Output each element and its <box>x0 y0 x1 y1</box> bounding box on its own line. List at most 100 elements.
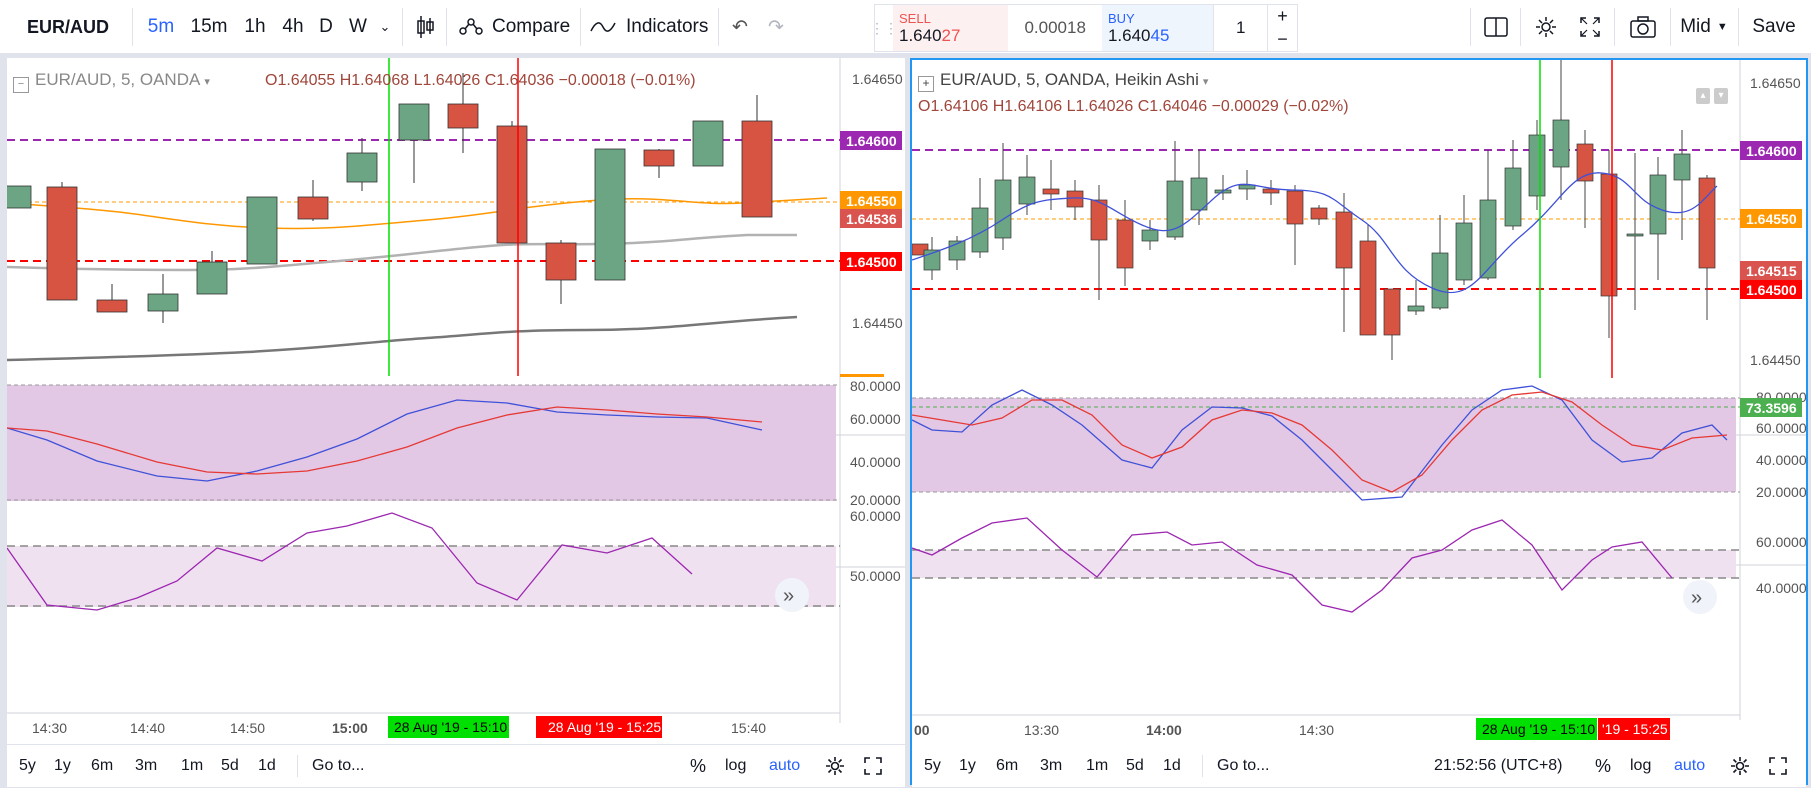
interval-d[interactable]: D <box>319 16 333 37</box>
candle <box>496 125 528 244</box>
interval-5m[interactable]: 5m <box>147 16 175 37</box>
range-1d[interactable]: 1d <box>258 757 276 774</box>
moving-average-orange <box>7 197 828 230</box>
left-chart-canvas[interactable]: 1.64650 1.64450 1.64600 1.64550 1.64536 1.645… <box>7 58 905 744</box>
auto-toggle[interactable]: auto <box>1674 757 1706 774</box>
candle <box>994 179 1012 239</box>
collapse-legend-icon[interactable]: − <box>13 77 29 93</box>
candle <box>1335 211 1353 269</box>
gear-icon[interactable] <box>1730 745 1750 787</box>
range-5y[interactable]: 5y <box>19 757 36 774</box>
log-toggle[interactable]: log <box>725 757 747 774</box>
candle <box>1359 240 1377 336</box>
indicators-button[interactable]: Indicators <box>626 16 709 37</box>
left-legend-title[interactable]: − EUR/AUD, 5, OANDA ▾ <box>13 70 210 93</box>
save-button[interactable]: Save <box>1752 16 1796 37</box>
oscillator-tick-label: 20.0000 <box>850 492 901 508</box>
time-tick-label: 14:00 <box>1146 722 1182 738</box>
scroll-to-realtime-button[interactable] <box>1683 580 1717 614</box>
maximize-icon[interactable] <box>863 745 883 787</box>
candle-style-icon[interactable] <box>410 0 440 54</box>
clock[interactable]: 21:52:56 (UTC+8) <box>1434 757 1563 774</box>
oscillator-tick-label: 60.0000 <box>850 508 901 524</box>
right-legend-title[interactable]: + EUR/AUD, 5, OANDA, Heikin Ashi ▾ <box>918 70 1208 92</box>
range-6m[interactable]: 6m <box>996 757 1019 774</box>
candle <box>1018 176 1036 205</box>
range-3m[interactable]: 3m <box>135 757 158 774</box>
quantity-plus-button[interactable]: + <box>1277 6 1288 26</box>
redo-icon[interactable]: ↷ <box>768 16 784 38</box>
scroll-to-realtime-button[interactable] <box>775 578 809 612</box>
range-5d[interactable]: 5d <box>1126 757 1144 774</box>
range-5y[interactable]: 5y <box>924 757 941 774</box>
oscillator-band <box>912 398 1736 492</box>
price-tag <box>840 252 902 271</box>
settings-icon[interactable] <box>1524 0 1568 54</box>
range-1m[interactable]: 1m <box>1086 757 1109 774</box>
time-tag-label: 28 Aug '19 - 15:10 <box>1482 721 1595 737</box>
symbol-search[interactable]: EUR/AUD <box>26 16 109 37</box>
camera-icon[interactable] <box>1620 0 1666 54</box>
sell-button[interactable]: SELL 1.64027 <box>893 5 1009 51</box>
range-1d[interactable]: 1d <box>1163 757 1181 774</box>
goto-date-button[interactable]: Go to... <box>312 757 365 774</box>
layout-name-dropdown[interactable]: Mid ▼ <box>1680 16 1728 37</box>
price-tick-label: 1.64650 <box>852 71 903 87</box>
layout-icon[interactable] <box>1476 0 1516 54</box>
gear-icon[interactable] <box>825 745 845 787</box>
pane-down-icon[interactable]: ▾ <box>1714 88 1728 104</box>
candle <box>1407 305 1425 312</box>
price-tag <box>840 209 902 228</box>
interval-dropdown-icon[interactable]: ⌄ <box>379 19 391 34</box>
percent-toggle[interactable]: % <box>690 755 707 776</box>
scroll-right-icon: » <box>1691 587 1702 609</box>
oscillator-band <box>7 385 836 501</box>
compare-button[interactable]: Compare <box>492 16 571 37</box>
indicators-icon[interactable] <box>588 0 618 54</box>
price-tag-label: 1.64515 <box>1746 263 1797 279</box>
candle <box>96 299 128 313</box>
moving-average-dark <box>7 315 798 362</box>
quantity-minus-button[interactable]: − <box>1277 29 1288 49</box>
time-tick-label: 15:40 <box>731 720 766 736</box>
percent-toggle[interactable]: % <box>1595 755 1612 776</box>
candle <box>1166 180 1184 238</box>
range-1m[interactable]: 1m <box>181 757 204 774</box>
auto-toggle[interactable]: auto <box>769 757 801 774</box>
range-6m[interactable]: 6m <box>91 757 114 774</box>
interval-4h[interactable]: 4h <box>282 16 304 37</box>
candle <box>1431 252 1449 309</box>
interval-1h[interactable]: 1h <box>244 16 266 37</box>
candle <box>1673 153 1691 181</box>
price-tag-label: 1.64500 <box>846 254 897 270</box>
right-legend-ohlc: O1.64106 H1.64106 L1.64026 C1.64046 −0.0… <box>918 98 1349 115</box>
range-1y[interactable]: 1y <box>54 757 71 774</box>
range-5d[interactable]: 5d <box>221 757 239 774</box>
range-3m[interactable]: 3m <box>1040 757 1063 774</box>
interval-15m[interactable]: 15m <box>190 16 228 37</box>
candle <box>1116 219 1134 269</box>
left-chart-pane[interactable]: 1.64650 1.64450 1.64600 1.64550 1.64536 1.645… <box>7 58 905 744</box>
range-1y[interactable]: 1y <box>959 757 976 774</box>
quantity-input[interactable]: 1 <box>1213 5 1267 51</box>
log-toggle[interactable]: log <box>1630 757 1652 774</box>
pane-up-icon[interactable]: ▴ <box>1696 88 1710 104</box>
drag-handle-icon[interactable]: ⋮⋮ <box>870 19 898 36</box>
oscillator-tick-label: 20.0000 <box>1756 484 1806 500</box>
oscillator-band <box>7 546 836 607</box>
goto-date-button[interactable]: Go to... <box>1217 757 1270 774</box>
maximize-icon[interactable] <box>1768 745 1788 787</box>
oscillator-tick-label: 50.0000 <box>850 568 901 584</box>
price-tick-label: 1.64650 <box>1750 75 1801 91</box>
right-chart-pane[interactable]: 1.64650 1.64450 1.64600 1.64550 1.64515 1.645… <box>910 58 1808 785</box>
candle <box>1141 229 1159 242</box>
right-chart-canvas[interactable]: 1.64650 1.64450 1.64600 1.64550 1.64515 1.645… <box>912 60 1806 746</box>
fullscreen-icon[interactable] <box>1570 0 1610 54</box>
price-tag-label: 1.64550 <box>846 193 897 209</box>
expand-legend-icon[interactable]: + <box>918 76 934 92</box>
undo-icon[interactable]: ↶ <box>732 16 748 38</box>
oscillator-tag <box>1740 398 1802 417</box>
compare-icon[interactable] <box>456 0 486 54</box>
interval-w[interactable]: W <box>349 16 367 37</box>
buy-button[interactable]: BUY 1.64045 <box>1101 5 1214 51</box>
